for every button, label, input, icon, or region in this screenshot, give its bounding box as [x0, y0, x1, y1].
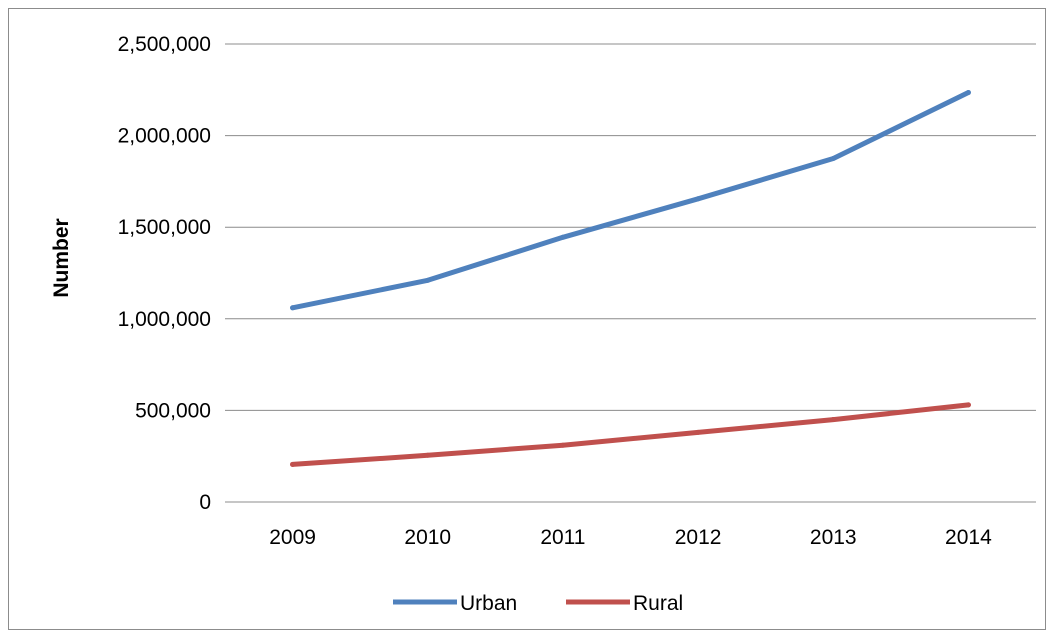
data-point-rural: [560, 442, 566, 448]
legend-label-urban: Urban: [460, 592, 517, 615]
data-point-rural: [965, 402, 971, 408]
x-tick-label: 2014: [945, 526, 992, 549]
y-tick-label: 1,000,000: [118, 308, 211, 331]
series-lines: [290, 90, 971, 467]
legend-label-rural: Rural: [633, 592, 683, 615]
data-point-urban: [425, 277, 431, 283]
data-point-urban: [965, 90, 971, 96]
x-tick-label: 2011: [540, 526, 585, 549]
data-point-rural: [290, 461, 296, 467]
data-point-urban: [560, 234, 566, 240]
data-point-urban: [830, 156, 836, 161]
x-tick-label: 2012: [675, 526, 722, 549]
gridlines: [225, 43, 1036, 503]
y-tick-label: 500,000: [135, 399, 211, 422]
data-point-rural: [695, 429, 701, 435]
y-axis-ticks: 0 500,000 1,000,000 1,500,000 2,000,000 2,500…: [118, 33, 211, 514]
y-axis-title: Number: [50, 218, 73, 297]
x-tick-label: 2013: [810, 526, 857, 549]
y-tick-label: 2,500,000: [118, 33, 211, 56]
data-point-urban: [695, 196, 701, 202]
y-tick-label: 2,000,000: [118, 125, 211, 148]
x-tick-label: 2010: [404, 526, 451, 549]
data-point-rural: [425, 452, 431, 458]
data-point-urban: [290, 305, 296, 311]
series-line-urban: [290, 90, 971, 311]
x-axis-ticks: 2009 2010 2011 2012 2013 2014: [269, 526, 992, 549]
series-line-rural: [290, 402, 971, 467]
x-tick-label: 2009: [269, 526, 316, 549]
legend: Urban Rural: [393, 592, 683, 615]
y-tick-label: 1,500,000: [118, 216, 211, 239]
data-point-rural: [830, 417, 836, 423]
y-tick-label: 0: [199, 491, 211, 514]
